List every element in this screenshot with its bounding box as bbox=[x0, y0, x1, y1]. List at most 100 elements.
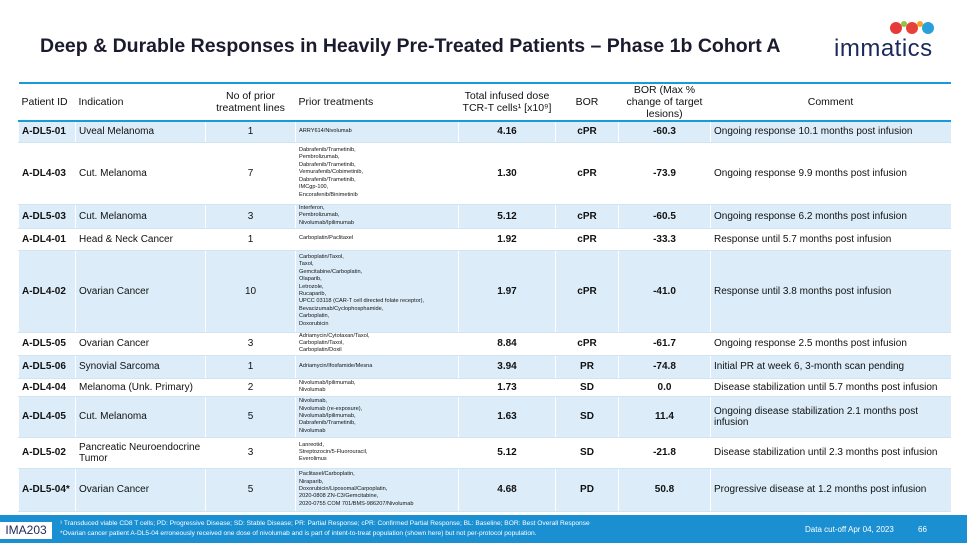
infused-dose: 5.12 bbox=[458, 204, 556, 229]
max-change: -33.3 bbox=[618, 228, 711, 251]
treatment-line: Doxorubicin/Liposomal/Carpoplatin, bbox=[299, 486, 388, 493]
infused-dose: 1.92 bbox=[458, 228, 556, 251]
treatment-line: Paclitaxel/Carboplatin, bbox=[299, 471, 355, 478]
max-change: -61.7 bbox=[618, 332, 711, 356]
table-row: A-DL5-02 Pancreatic Neuroendocrine Tumor 3… bbox=[18, 437, 951, 469]
patient-id: A-DL5-03 bbox=[18, 204, 76, 229]
treatment-line: Olaparib, bbox=[299, 276, 322, 283]
footer-label: IMA203 bbox=[0, 522, 52, 539]
patient-id: A-DL4-05 bbox=[18, 396, 76, 438]
indication: Ovarian Cancer bbox=[75, 332, 206, 356]
comment: Ongoing response 2.5 months post infusio… bbox=[710, 332, 951, 356]
prior-lines: 5 bbox=[205, 468, 296, 512]
prior-treatments: Carboplatin/Paclitaxel bbox=[295, 228, 459, 251]
table-row: A-DL5-01 Uveal Melanoma 1 ARRY614/Nivolumab… bbox=[18, 121, 951, 143]
comment: Response until 5.7 months post infusion bbox=[710, 228, 951, 251]
treatment-line: Nivolumab bbox=[299, 427, 326, 434]
column-header: No of prior treatment lines bbox=[205, 83, 296, 122]
column-header: Prior treatments bbox=[295, 83, 459, 122]
patient-id: A-DL5-01 bbox=[18, 121, 76, 143]
treatment-line: Nivolumab/Ipilimumab bbox=[299, 219, 355, 226]
patient-id: A-DL4-03 bbox=[18, 142, 76, 205]
treatment-line: 2020-0755 COM 701/BMS-986207/Nivolumab bbox=[299, 500, 414, 507]
bor: cPR bbox=[555, 204, 619, 229]
prior-treatments: Nivolumab/Ipilimumab, Nivolumab bbox=[295, 378, 459, 397]
treatment-line: Encorafenib/Binimetinib bbox=[299, 191, 358, 198]
patient-id: A-DL5-06 bbox=[18, 355, 76, 379]
treatment-line: Carboplatin/Taxol, bbox=[299, 253, 344, 260]
infused-dose: 5.12 bbox=[458, 437, 556, 469]
logo-mark bbox=[890, 21, 934, 34]
logo: immatics bbox=[834, 18, 944, 62]
bor: cPR bbox=[555, 142, 619, 205]
patient-id: A-DL5-02 bbox=[18, 437, 76, 469]
footer-bar: IMA203 ¹ Transduced viable CD8 T cells; … bbox=[0, 515, 967, 543]
max-change: 0.0 bbox=[618, 378, 711, 397]
indication: Cut. Melanoma bbox=[75, 204, 206, 229]
max-change: 50.8 bbox=[618, 468, 711, 512]
treatment-line: Carboplatin/Doxil bbox=[299, 347, 342, 354]
treatment-line: Dabrafenib/Trametinib, bbox=[299, 420, 356, 427]
infused-dose: 8.84 bbox=[458, 332, 556, 356]
prior-treatments: ARRY614/Nivolumab bbox=[295, 121, 459, 143]
table-row: A-DL4-04 Melanoma (Unk. Primary) 2 Nivoluma… bbox=[18, 378, 951, 397]
prior-treatments: Adriamycin/Ifosfamide/Mesna bbox=[295, 355, 459, 379]
treatment-line: Dabrafenib/Trametinib, bbox=[299, 161, 356, 168]
max-change: -21.8 bbox=[618, 437, 711, 469]
bor: cPR bbox=[555, 332, 619, 356]
treatment-line: Nivolumab/Ipilimumab, bbox=[299, 413, 356, 420]
patient-id: A-DL4-02 bbox=[18, 250, 76, 333]
indication: Pancreatic Neuroendocrine Tumor bbox=[75, 437, 206, 469]
table-row: A-DL5-05 Ovarian Cancer 3 Adriamycin/Cytota… bbox=[18, 332, 951, 356]
comment: Ongoing response 6.2 months post infusio… bbox=[710, 204, 951, 229]
prior-lines: 1 bbox=[205, 355, 296, 379]
comment: Response until 3.8 months post infusion bbox=[710, 250, 951, 333]
prior-lines: 2 bbox=[205, 378, 296, 397]
comment: Initial PR at week 6, 3-month scan pendi… bbox=[710, 355, 951, 379]
prior-lines: 3 bbox=[205, 332, 296, 356]
treatment-line: Pembrolizumab, bbox=[299, 154, 340, 161]
bor: SD bbox=[555, 437, 619, 469]
patient-id: A-DL5-05 bbox=[18, 332, 76, 356]
prior-lines: 3 bbox=[205, 437, 296, 469]
treatment-line: Bevacizumab/Cyclophosphamide, bbox=[299, 305, 384, 312]
column-header: Patient ID bbox=[18, 83, 76, 122]
bor: cPR bbox=[555, 250, 619, 333]
treatment-line: Dabrafenib/Trametinib, bbox=[299, 147, 356, 154]
table-row: A-DL5-03 Cut. Melanoma 3 Interferon, Pembrol… bbox=[18, 204, 951, 229]
treatment-line: Dabrafenib/Trametinib, bbox=[299, 176, 356, 183]
max-change: -73.9 bbox=[618, 142, 711, 205]
column-header: Indication bbox=[75, 83, 206, 122]
page-number: 66 bbox=[918, 525, 927, 534]
table-row: A-DL4-03 Cut. Melanoma 7 Dabrafenib/Trameti… bbox=[18, 142, 951, 205]
prior-treatments: Adriamycin/Cytotaxan/Taxol, Carboplatin/T… bbox=[295, 332, 459, 356]
treatment-line: IMCgp-100, bbox=[299, 184, 329, 191]
treatment-line: Everolimus bbox=[299, 456, 327, 463]
footnote: ¹ Transduced viable CD8 T cells; PD: Pro… bbox=[60, 520, 590, 527]
bor: PR bbox=[555, 355, 619, 379]
prior-lines: 5 bbox=[205, 396, 296, 438]
treatment-line: Lanreotid, bbox=[299, 441, 324, 448]
bor: SD bbox=[555, 378, 619, 397]
column-header: BOR (Max % change of target lesions) bbox=[618, 83, 711, 122]
column-header: BOR bbox=[555, 83, 619, 122]
comment: Ongoing response 9.9 months post infusio… bbox=[710, 142, 951, 205]
indication: Cut. Melanoma bbox=[75, 142, 206, 205]
prior-lines: 1 bbox=[205, 228, 296, 251]
max-change: -41.0 bbox=[618, 250, 711, 333]
header-row: Patient ID Indication No of prior treatmen… bbox=[18, 83, 951, 122]
max-change: -74.8 bbox=[618, 355, 711, 379]
treatment-line: Carboplatin/Paclitaxel bbox=[299, 235, 354, 242]
results-table: Patient ID Indication No of prior treatmen… bbox=[18, 82, 951, 512]
infused-dose: 4.68 bbox=[458, 468, 556, 512]
indication: Cut. Melanoma bbox=[75, 396, 206, 438]
prior-treatments: Paclitaxel/Carboplatin, Niraparib, Doxorub… bbox=[295, 468, 459, 512]
table-body: A-DL5-01 Uveal Melanoma 1 ARRY614/Nivolumab… bbox=[18, 121, 951, 512]
logo-text: immatics bbox=[834, 35, 933, 62]
treatment-line: UPCC 03118 (CAR-T cell directed folate r… bbox=[299, 298, 425, 305]
indication: Synovial Sarcoma bbox=[75, 355, 206, 379]
indication: Ovarian Cancer bbox=[75, 468, 206, 512]
treatment-line: 2020-0808 ZN-C3/Gemcitabine, bbox=[299, 493, 379, 500]
indication: Uveal Melanoma bbox=[75, 121, 206, 143]
infused-dose: 1.97 bbox=[458, 250, 556, 333]
